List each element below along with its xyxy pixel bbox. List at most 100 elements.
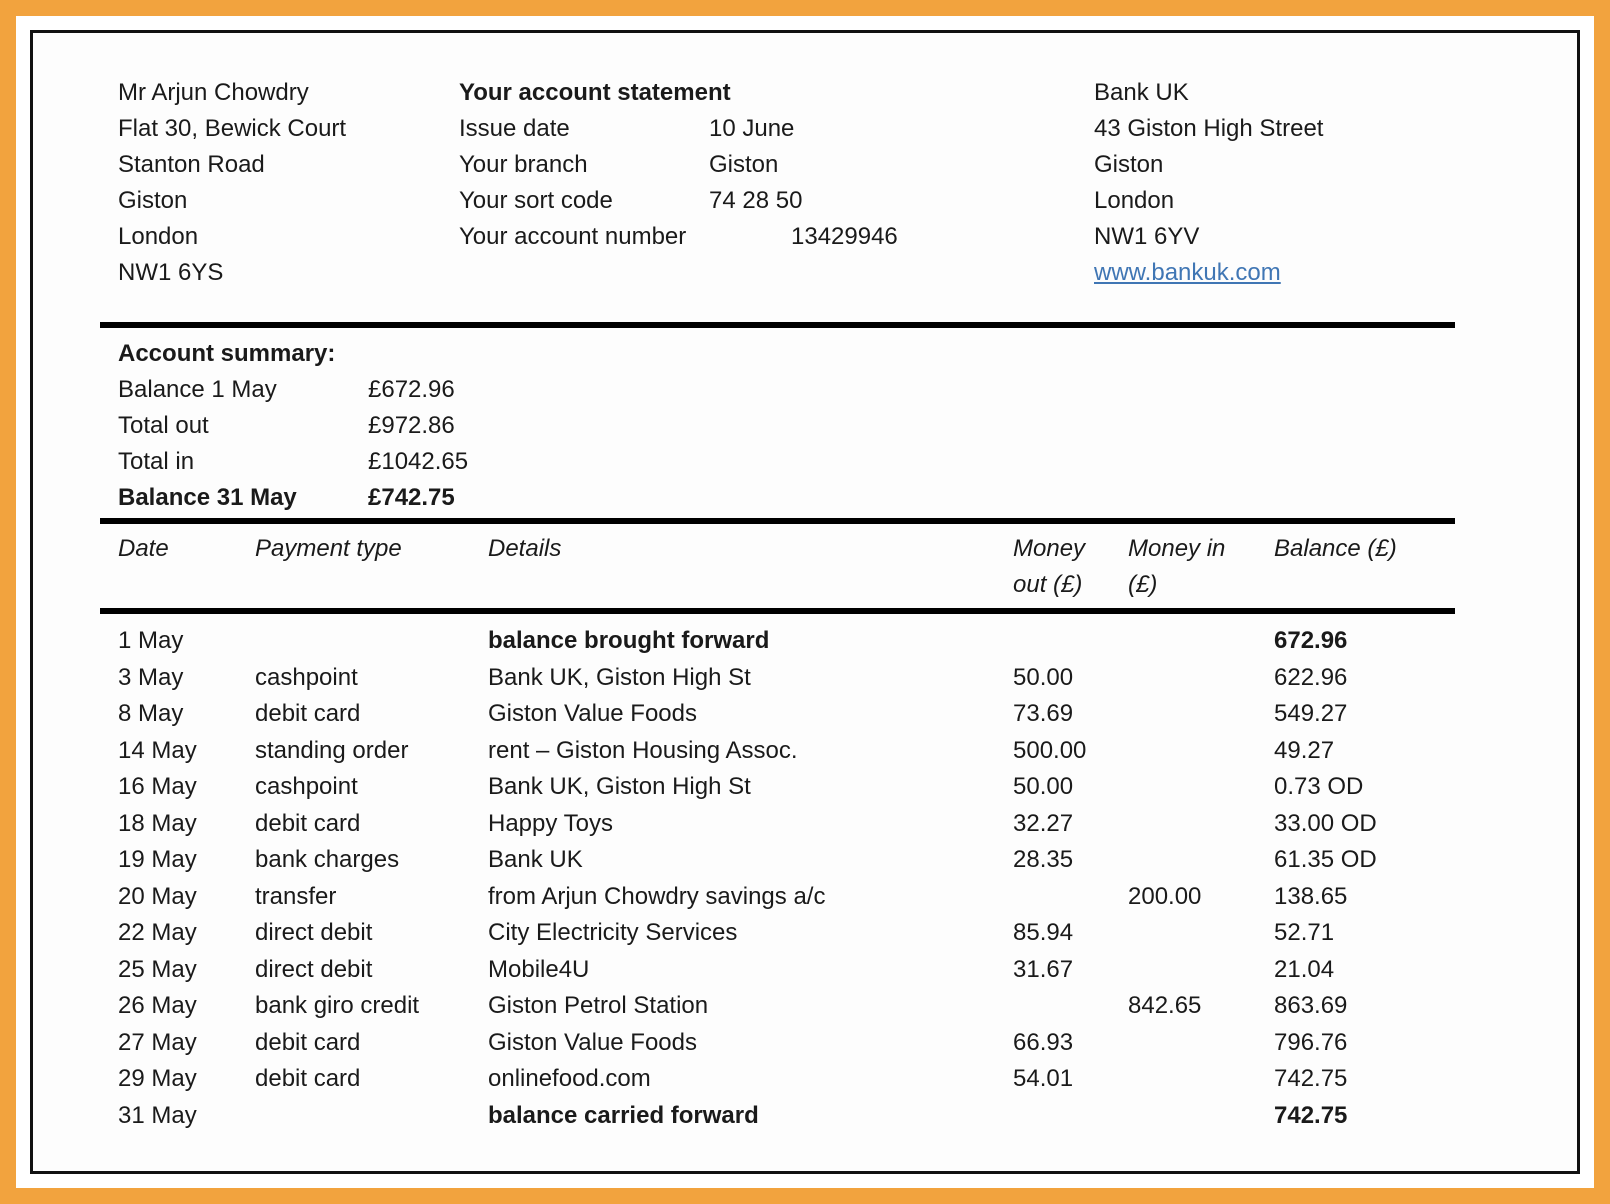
txn-details: Bank UK, Giston High St	[488, 773, 751, 800]
txn-payment-type: cashpoint	[255, 773, 358, 800]
txn-details: Giston Value Foods	[488, 700, 698, 727]
transaction-row: 8 May debit card Giston Value Foods 73.6…	[100, 696, 1455, 733]
txn-details: City Electricity Services	[488, 919, 738, 946]
recipient-address-lines: Flat 30, Bewick Court Stanton Road Gisto…	[118, 111, 459, 291]
txn-date: 18 May	[118, 809, 197, 837]
statement-title: Your account statement	[459, 79, 731, 106]
section-divider-middle	[100, 518, 1455, 524]
txn-details: Bank UK	[488, 846, 583, 873]
statement-field-value: Giston	[709, 151, 779, 178]
txn-payment-type	[255, 1098, 488, 1135]
txn-money-out	[1013, 879, 1128, 916]
txn-details: Bank UK, Giston High St	[488, 663, 751, 691]
recipient-address-block: Mr Arjun Chowdry Flat 30, Bewick Court S…	[118, 75, 459, 291]
transaction-row: 27 May debit card Giston Value Foods 66.…	[100, 1025, 1455, 1062]
txn-payment-type: debit card	[255, 1065, 361, 1092]
transaction-row: 18 May debit card Happy Toys 32.27 33.00…	[100, 806, 1455, 843]
txn-money-in	[1128, 1061, 1274, 1098]
txn-money-out	[1013, 1098, 1128, 1135]
address-line: London	[118, 223, 199, 250]
txn-payment-type: direct debit	[255, 919, 373, 946]
txn-balance: 33.00 OD	[1274, 809, 1377, 837]
txn-money-in	[1128, 1025, 1274, 1062]
account-summary: Account summary: Balance 1 May £672.96 T…	[100, 328, 1455, 518]
txn-date: 16 May	[118, 773, 197, 800]
txn-details: Giston Value Foods	[488, 1028, 698, 1056]
txn-money-out: 31.67	[1013, 955, 1074, 983]
txn-money-in: 200.00	[1128, 882, 1202, 910]
txn-balance: 138.65	[1274, 882, 1348, 910]
txn-date: 19 May	[118, 846, 197, 873]
bank-address-block: Bank UK 43 Giston High Street Giston Lon…	[1094, 75, 1455, 291]
txn-date: 27 May	[118, 1028, 197, 1056]
summary-label: Balance 1 May	[118, 376, 277, 403]
txn-payment-type: debit card	[255, 809, 361, 837]
txn-money-in	[1128, 660, 1274, 697]
statement-header: Mr Arjun Chowdry Flat 30, Bewick Court S…	[100, 75, 1455, 291]
statement-info-block: Your account statement Issue date 10 Jun…	[459, 75, 1094, 291]
txn-details: balance carried forward	[488, 1101, 759, 1129]
address-line: 43 Giston High Street	[1094, 115, 1324, 142]
txn-details: rent – Giston Housing Assoc.	[488, 736, 798, 764]
section-divider-top	[100, 322, 1455, 328]
statement-field: Your account number 13429946	[459, 219, 1094, 255]
txn-payment-type: transfer	[255, 882, 337, 910]
summary-row: Total in £1042.65	[118, 444, 1455, 480]
transactions-header-row: Date Payment type Details Money out (£) …	[100, 524, 1455, 614]
txn-details: balance brought forward	[488, 627, 770, 654]
txn-money-out: 85.94	[1013, 919, 1074, 946]
statement-field: Issue date 10 June	[459, 111, 1094, 147]
txn-money-in	[1128, 696, 1274, 733]
transaction-row: 25 May direct debit Mobile4U 31.67 21.04	[100, 952, 1455, 989]
transactions-column-header: Date	[100, 524, 255, 614]
statement-fields: Issue date 10 June Your branch Giston Yo…	[459, 111, 1094, 255]
summary-row: Total out £972.86	[118, 408, 1455, 444]
txn-payment-type: debit card	[255, 700, 361, 727]
transaction-row: 16 May cashpoint Bank UK, Giston High St…	[100, 769, 1455, 806]
txn-balance: 61.35 OD	[1274, 846, 1377, 873]
txn-balance: 622.96	[1274, 663, 1348, 691]
txn-money-in	[1128, 769, 1274, 806]
transaction-row: 3 May cashpoint Bank UK, Giston High St …	[100, 660, 1455, 697]
transactions-column-header: Details	[488, 524, 1013, 614]
statement-field-label: Your sort code	[459, 187, 613, 214]
summary-label: Total in	[118, 448, 195, 475]
address-line: Flat 30, Bewick Court	[118, 115, 347, 142]
txn-details: from Arjun Chowdry savings a/c	[488, 882, 826, 910]
summary-row: Balance 31 May £742.75	[118, 480, 1455, 516]
txn-money-in	[1128, 611, 1274, 660]
txn-balance: 21.04	[1274, 955, 1335, 983]
transaction-row: 19 May bank charges Bank UK 28.35 61.35 …	[100, 842, 1455, 879]
summary-value: £742.75	[368, 484, 455, 511]
txn-money-in	[1128, 733, 1274, 770]
txn-balance: 672.96	[1274, 627, 1348, 654]
address-line: London	[1094, 187, 1175, 214]
txn-date: 3 May	[118, 663, 184, 691]
summary-label: Balance 31 May	[118, 484, 297, 511]
summary-value: £1042.65	[368, 448, 469, 475]
transactions-table: Date Payment type Details Money out (£) …	[100, 524, 1455, 1134]
txn-balance: 742.75	[1274, 1101, 1348, 1129]
account-summary-rows: Balance 1 May £672.96 Total out £972.86 …	[118, 372, 1455, 516]
summary-value: £972.86	[368, 412, 455, 439]
txn-date: 26 May	[118, 992, 197, 1019]
txn-date: 20 May	[118, 882, 197, 910]
statement-field-label: Your branch	[459, 151, 588, 178]
txn-payment-type	[255, 611, 488, 660]
statement-field-label: Your account number	[459, 223, 687, 250]
transaction-row: 1 May balance brought forward 672.96	[100, 611, 1455, 660]
txn-money-out: 54.01	[1013, 1065, 1074, 1092]
txn-money-out: 50.00	[1013, 663, 1074, 691]
bank-website-link[interactable]: www.bankuk.com	[1094, 259, 1281, 286]
txn-money-out: 50.00	[1013, 773, 1074, 800]
txn-money-in: 842.65	[1128, 992, 1202, 1019]
summary-label: Total out	[118, 412, 209, 439]
txn-balance: 549.27	[1274, 700, 1348, 727]
txn-date: 1 May	[118, 627, 184, 654]
txn-details: Mobile4U	[488, 955, 590, 983]
transaction-row: 14 May standing order rent – Giston Hous…	[100, 733, 1455, 770]
transactions-column-header: Payment type	[255, 524, 488, 614]
txn-balance: 0.73 OD	[1274, 773, 1364, 800]
transaction-row: 26 May bank giro credit Giston Petrol St…	[100, 988, 1455, 1025]
